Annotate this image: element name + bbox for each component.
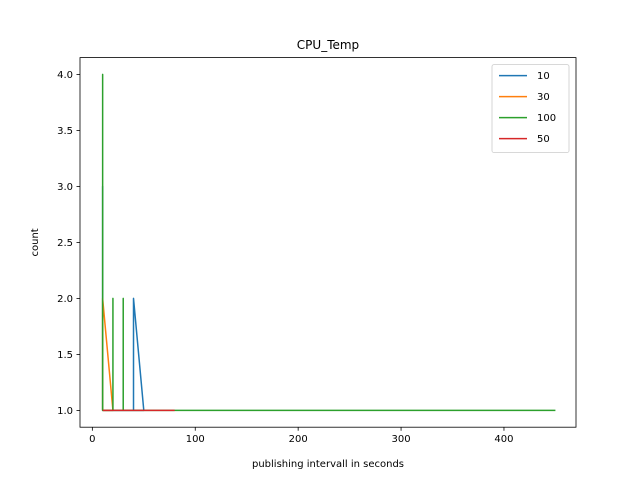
chart-title: CPU_Temp [297,38,359,52]
x-axis-label: publishing intervall in seconds [252,459,404,470]
y-tick-label: 3.0 [57,182,73,193]
y-axis: 1.0 1.5 2.0 2.5 3.0 3.5 4.0 [57,70,80,417]
y-tick-label: 3.5 [57,126,73,137]
legend-label-100: 100 [537,113,556,124]
y-axis-label: count [30,228,41,256]
x-axis: 0 100 200 300 400 [89,427,514,445]
y-tick-label: 1.0 [57,406,73,417]
series-line-100 [101,73,556,412]
legend-label-50: 50 [537,134,550,145]
y-tick-label: 2.0 [57,294,73,305]
y-tick-label: 4.0 [57,70,73,81]
x-tick-label: 300 [392,434,411,445]
x-tick-label: 100 [186,434,205,445]
series-layer [101,73,556,412]
legend-box [491,64,570,153]
y-tick-label: 1.5 [57,350,73,361]
y-tick-label: 2.5 [57,238,73,249]
legend-label-30: 30 [537,92,550,103]
x-tick-label: 200 [289,434,308,445]
x-tick-label: 400 [494,434,513,445]
legend: 10 30 100 50 [491,64,570,153]
legend-label-10: 10 [537,71,550,82]
x-tick-label: 0 [89,434,95,445]
